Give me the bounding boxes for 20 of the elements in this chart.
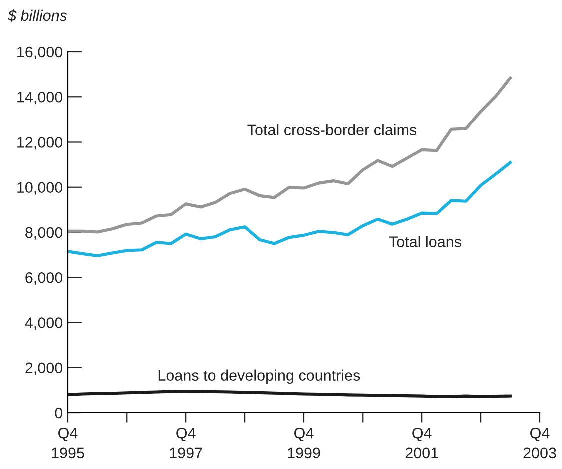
x-tick-label: Q4 1995 — [52, 428, 84, 459]
x-tick-label: Q4 2003 — [524, 428, 556, 459]
y-tick-label: 12,000 — [18, 137, 63, 150]
series-label: Total loans — [389, 236, 462, 248]
y-tick-label: 2,000 — [26, 362, 63, 376]
series-label: Total cross-border claims — [248, 124, 417, 136]
line-series — [68, 161, 512, 258]
x-tick-label: Q4 1997 — [170, 428, 202, 459]
y-tick-label: 8,000 — [26, 227, 63, 240]
y-tick-label: 14,000 — [18, 92, 63, 105]
line-series — [68, 76, 512, 234]
y-tick-label: 16,000 — [18, 46, 63, 60]
y-tick-label: 4,000 — [25, 318, 63, 330]
y-tick-label: 0 — [55, 408, 63, 419]
y-tick-label: 10,000 — [18, 182, 63, 195]
x-tick-label: Q4 1999 — [288, 428, 320, 459]
y-axis-title: $ billions — [8, 10, 68, 22]
x-tick-label: Q4 2001 — [406, 428, 438, 459]
y-tick-label: 6,000 — [26, 272, 63, 286]
series-label: Loans to developing countries — [158, 370, 360, 384]
